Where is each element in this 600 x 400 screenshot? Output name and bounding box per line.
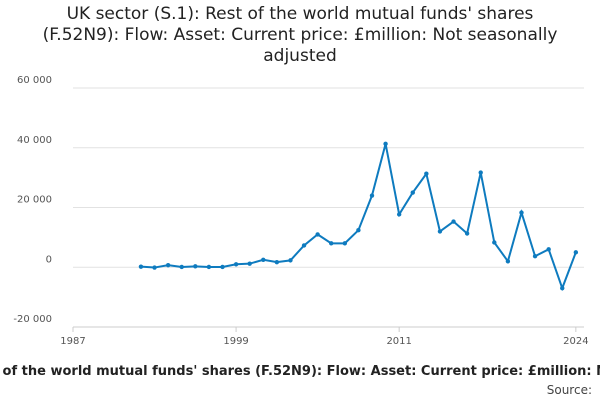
point (546, 247, 551, 252)
x-axis-label: st of the world mutual funds' shares (F.… (0, 364, 600, 379)
point (573, 250, 579, 255)
point (274, 259, 280, 265)
point (369, 193, 375, 198)
point (193, 264, 198, 269)
point (288, 258, 293, 263)
y-tick-label: 20 000 (17, 195, 52, 206)
y-tick-label: 0 (46, 254, 52, 265)
chart: -20 000 0 20 000 40 000 60 000 1987 1999 2011 20… (13, 75, 588, 347)
point (165, 262, 171, 268)
point (206, 264, 212, 270)
point (233, 262, 239, 267)
point (329, 241, 334, 246)
point (179, 264, 184, 270)
point (247, 261, 252, 266)
y-tick-label: -20 000 (13, 314, 52, 325)
x-tick-label: 1999 (223, 336, 248, 347)
point (356, 228, 361, 233)
point (261, 257, 266, 262)
point (478, 170, 483, 175)
y-tick-label: 40 000 (17, 135, 52, 146)
point (492, 240, 497, 245)
x-tick-label: 2011 (386, 336, 411, 347)
point (519, 210, 524, 215)
chart-title: UK sector (S.1): Rest of the world mutua… (42, 4, 558, 66)
point (138, 264, 144, 269)
point (152, 265, 157, 270)
point (560, 285, 565, 291)
point (315, 232, 320, 237)
point (396, 212, 402, 217)
point (464, 231, 470, 236)
point (342, 241, 348, 246)
point (220, 264, 225, 270)
source: Source: (546, 383, 592, 397)
point (410, 190, 415, 195)
point (437, 229, 443, 234)
point (383, 141, 388, 147)
point (301, 243, 307, 248)
point (532, 253, 538, 259)
x-tick-label: 2024 (563, 336, 588, 347)
y-tick-label: 60 000 (17, 75, 52, 86)
point (505, 259, 511, 264)
line (140, 143, 577, 292)
x-tick-label: 1987 (60, 336, 85, 347)
point (451, 219, 456, 224)
point (424, 171, 429, 176)
